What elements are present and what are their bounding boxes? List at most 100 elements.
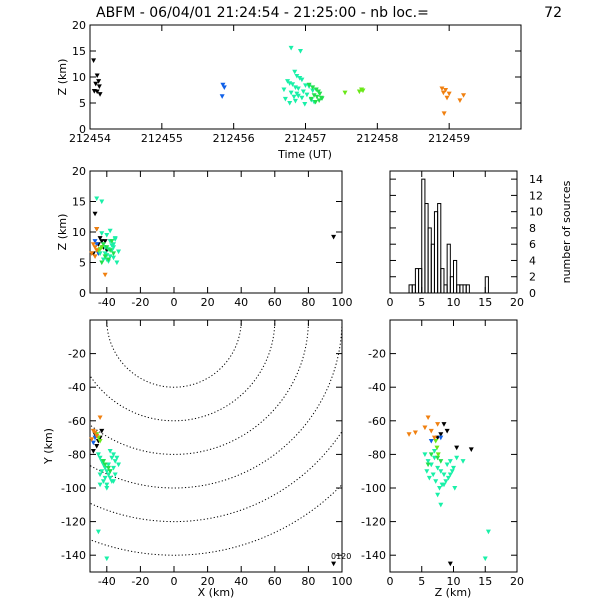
source-point [104,233,110,238]
source-point [102,475,108,481]
source-point [291,94,297,100]
source-point [422,425,428,431]
source-point [435,422,441,427]
source-point [300,89,306,95]
source-point [111,255,117,261]
y-tick-label: 15 [72,196,86,209]
source-point [454,455,460,461]
figure-title: ABFM - 06/04/01 21:24:54 - 21:25:00 - nb… [96,5,429,21]
source-point [111,465,117,471]
source-point [111,245,117,250]
source-point [111,251,117,256]
source-point [290,82,296,87]
source-point [90,440,96,446]
source-point [438,432,444,437]
source-point [97,472,103,478]
source-point [92,239,98,244]
source-point [100,459,106,464]
source-point [438,459,444,464]
source-point [431,435,437,441]
source-point [441,472,447,478]
source-point [92,430,98,436]
source-point [433,479,439,484]
x-tick-label: 212458 [356,132,398,145]
source-point [428,438,434,444]
source-point [297,49,303,54]
source-point [444,428,450,434]
source-point [468,447,474,452]
source-point [452,486,458,491]
source-point [107,228,113,234]
source-point [292,69,298,75]
source-point [99,428,105,434]
source-point [447,472,453,478]
source-point [105,257,111,263]
plan-view-ylabel: Y (km) [42,428,55,465]
source-point [435,455,441,461]
source-point [112,459,118,464]
x-tick-label: 40 [234,296,248,309]
source-point [114,260,120,266]
source-point [99,469,105,474]
source-point [111,452,117,457]
source-point [94,433,100,439]
source-point [304,92,310,98]
source-point [295,86,301,92]
source-point [430,472,436,478]
source-point [97,482,103,488]
source-point [99,245,105,250]
source-point [90,449,96,454]
source-point [331,234,337,240]
y-tick-label: 0 [79,123,86,136]
source-point [97,455,103,461]
x-tick-label: 40 [234,575,248,588]
source-point [435,465,441,471]
x-tick-label: 212459 [428,132,470,145]
y-tick-label: 5 [79,257,86,270]
source-point [313,99,319,105]
x-tick-label: 80 [301,296,315,309]
source-point [100,479,106,484]
source-point [94,226,100,232]
source-point [104,482,110,488]
source-point [92,254,98,259]
source-point [100,242,106,247]
source-point [438,502,444,508]
range-contours [90,320,342,556]
source-point [107,469,113,474]
histogram-bar [446,243,451,294]
x-tick-label: 212456 [213,132,255,145]
source-point [105,472,111,478]
x-tick-label: 0 [171,575,178,588]
source-point [447,459,453,464]
y-tick-label: 20 [72,19,86,32]
source-point [457,98,463,103]
y-tick-label: -80 [68,448,86,461]
source-point [105,465,111,471]
source-point [94,242,100,247]
source-point [102,254,108,259]
source-point [426,475,432,481]
y-tick-label: -120 [361,516,386,529]
histogram-bar [453,259,458,294]
source-point [440,90,446,96]
source-point [447,561,453,567]
source-point [445,475,451,481]
source-point [104,469,110,474]
source-point [308,96,314,102]
x-tick-label: 20 [201,296,215,309]
source-point [107,449,113,454]
source-point [331,561,337,567]
source-point [107,248,113,253]
x-tick-label: 80 [301,575,315,588]
source-point [112,237,118,242]
x-tick-label: 0 [171,296,178,309]
y-tick-label: -20 [368,348,386,361]
source-point [443,479,449,484]
source-point [90,242,96,247]
source-point [444,462,450,468]
source-point [425,459,431,464]
source-point [99,231,105,236]
y-tick-label: -120 [61,516,86,529]
source-point [433,438,439,444]
